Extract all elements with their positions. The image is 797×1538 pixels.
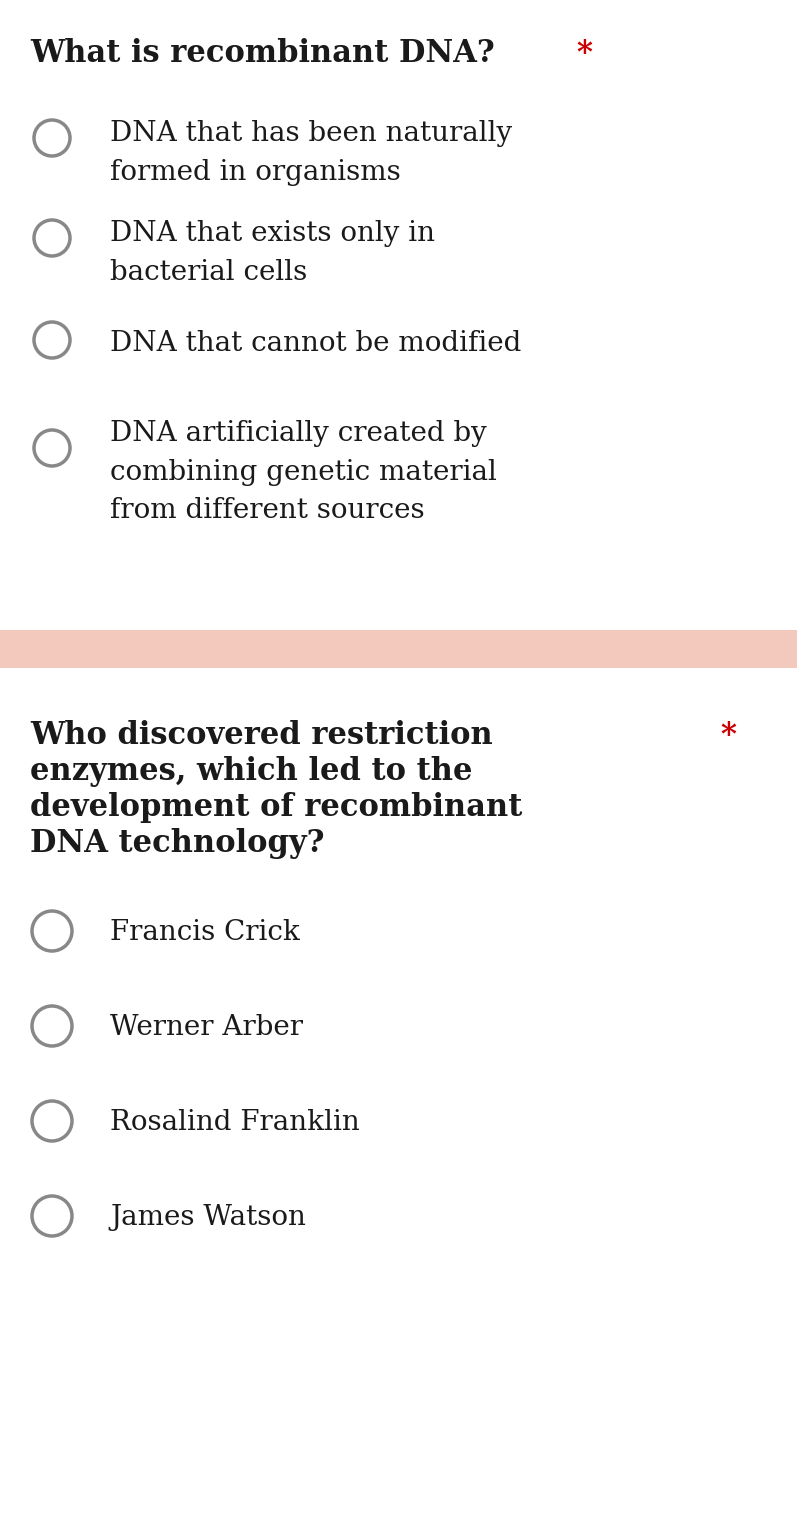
Text: James Watson: James Watson [110, 1204, 306, 1230]
Circle shape [34, 220, 70, 255]
Text: development of recombinant: development of recombinant [30, 792, 522, 823]
FancyBboxPatch shape [0, 631, 797, 667]
Text: DNA that cannot be modified: DNA that cannot be modified [110, 331, 521, 357]
Text: Rosalind Franklin: Rosalind Franklin [110, 1109, 359, 1137]
Text: What is recombinant DNA?: What is recombinant DNA? [30, 38, 505, 69]
Text: DNA technology?: DNA technology? [30, 827, 324, 860]
Circle shape [32, 1101, 72, 1141]
Text: *: * [720, 720, 736, 751]
Text: *: * [576, 38, 592, 69]
Text: Who discovered restriction: Who discovered restriction [30, 720, 493, 751]
Circle shape [32, 1006, 72, 1046]
Circle shape [34, 321, 70, 358]
Circle shape [32, 910, 72, 950]
Circle shape [34, 431, 70, 466]
Text: Werner Arber: Werner Arber [110, 1014, 303, 1041]
Circle shape [32, 1197, 72, 1237]
Text: enzymes, which led to the: enzymes, which led to the [30, 757, 473, 787]
Text: DNA artificially created by
combining genetic material
from different sources: DNA artificially created by combining ge… [110, 420, 497, 524]
Circle shape [34, 120, 70, 155]
Text: DNA that exists only in
bacterial cells: DNA that exists only in bacterial cells [110, 220, 435, 286]
Text: Francis Crick: Francis Crick [110, 920, 300, 946]
Text: DNA that has been naturally
formed in organisms: DNA that has been naturally formed in or… [110, 120, 512, 186]
